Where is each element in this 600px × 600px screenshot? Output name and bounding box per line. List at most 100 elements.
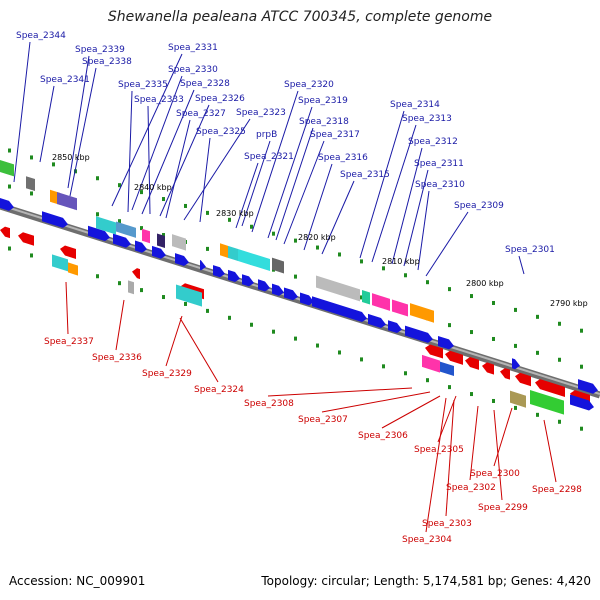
track-dot [140, 288, 143, 293]
top-leader-line [391, 147, 423, 265]
scale-label: 2840 kbp [134, 183, 172, 192]
top-gene-label: Spea_2339 [75, 45, 125, 55]
top-gene-label: Spea_2328 [180, 79, 230, 89]
track-dot [448, 323, 451, 328]
track-dot [118, 281, 121, 286]
track-dot [140, 226, 143, 231]
track-dot [30, 253, 33, 258]
feature-box [172, 234, 186, 251]
track-dot [492, 300, 495, 305]
bottom-leader-line [65, 281, 69, 335]
top-gene-label: Spea_2317 [310, 130, 360, 140]
track-dot [558, 419, 561, 424]
track-dot [8, 148, 11, 153]
track-dot [272, 231, 275, 236]
gene-features [0, 160, 598, 415]
forward-gene [152, 245, 166, 259]
forward-gene [312, 296, 367, 323]
top-leader-line [251, 90, 299, 233]
reverse-gene [515, 372, 531, 387]
forward-gene [578, 379, 598, 394]
track-dot [448, 385, 451, 390]
top-leader-line [518, 255, 525, 275]
top-gene-label: Spea_2341 [40, 75, 90, 85]
bottom-leader-line [469, 405, 479, 481]
track-dot [338, 252, 341, 257]
track-dot [162, 197, 165, 202]
label-leader-lines [13, 41, 557, 533]
top-gene-label: Spea_2301 [505, 245, 555, 255]
track-dot [96, 176, 99, 181]
bottom-leader-line [493, 409, 503, 501]
top-gene-label: Spea_2323 [236, 108, 286, 118]
gene-labels: Spea_2344 Spea_2339 Spea_2338 Spea_2341 Spea… [16, 31, 582, 545]
bottom-gene-label: Spea_2306 [358, 431, 408, 441]
reverse-gene [0, 226, 10, 239]
reverse-gene [18, 232, 34, 246]
top-gene-label: Spea_2335 [118, 80, 168, 90]
track-dot [272, 329, 275, 334]
track-dot [228, 315, 231, 320]
top-leader-line [371, 124, 417, 263]
track-dot [536, 412, 539, 417]
top-leader-line [67, 55, 90, 189]
forward-gene [88, 225, 110, 242]
track-dot [294, 336, 297, 341]
track-dot [360, 357, 363, 362]
bottom-leader-line [381, 395, 441, 429]
reverse-gene [425, 344, 443, 359]
scale-label: 2790 kbp [550, 299, 588, 308]
reverse-gene [60, 245, 76, 259]
track-dot [206, 308, 209, 313]
track-dot [580, 328, 583, 333]
reverse-gene [465, 357, 479, 370]
bottom-gene-label: Spea_2298 [532, 485, 582, 495]
bottom-leader-line [493, 407, 513, 467]
bottom-gene-label: Spea_2304 [402, 535, 452, 545]
forward-gene [228, 269, 240, 283]
top-gene-label: Spea_2330 [168, 65, 218, 75]
bottom-leader-line [543, 419, 557, 483]
top-gene-label: Spea_2327 [176, 109, 226, 119]
forward-gene [388, 320, 402, 334]
top-leader-line [69, 67, 97, 197]
top-leader-line [321, 180, 355, 255]
track-dot [426, 280, 429, 285]
feature-box [116, 221, 136, 238]
bottom-gene-label: Spea_2307 [298, 415, 348, 425]
scale-label: 2810 kbp [382, 257, 420, 266]
feature-box [128, 280, 134, 295]
genome-summary-text: Topology: circular; Length: 5,174,581 bp… [261, 574, 591, 588]
track-dot [118, 219, 121, 224]
bottom-leader-line [445, 399, 455, 517]
track-dot [470, 294, 473, 299]
track-dot [30, 191, 33, 196]
feature-box [157, 233, 165, 248]
top-gene-label: Spea_2315 [340, 170, 390, 180]
forward-gene [272, 283, 284, 296]
track-dot [294, 238, 297, 243]
track-dot [294, 274, 297, 279]
top-gene-label: Spea_2320 [284, 80, 334, 90]
bottom-gene-label: Spea_2302 [446, 483, 496, 493]
track-dot [228, 217, 231, 222]
track-dot [360, 295, 363, 300]
forward-gene [200, 260, 206, 271]
feature-box [362, 290, 370, 305]
feature-box [220, 243, 228, 258]
scale-label: 2820 kbp [298, 233, 336, 242]
track-dot [250, 224, 253, 229]
track-dot [514, 307, 517, 312]
top-leader-line [39, 85, 55, 163]
bottom-leader-line [321, 391, 431, 413]
feature-box [238, 248, 270, 272]
top-gene-label: Spea_2321 [244, 152, 294, 162]
forward-gene [135, 240, 147, 253]
bottom-gene-label: Spea_2303 [422, 519, 472, 529]
top-gene-label: Spea_2326 [195, 94, 245, 104]
feature-box [410, 303, 434, 323]
bottom-leader-line [115, 299, 125, 351]
track-dot [558, 321, 561, 326]
track-dot [184, 203, 187, 208]
feature-box [142, 228, 150, 244]
